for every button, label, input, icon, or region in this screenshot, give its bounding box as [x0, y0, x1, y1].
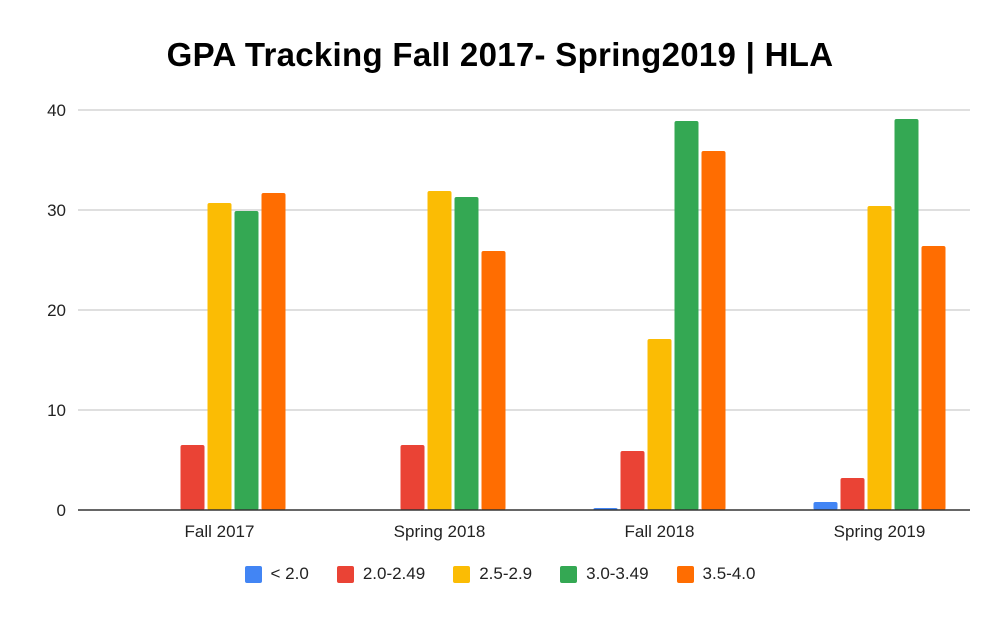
legend: < 2.0 2.0-2.49 2.5-2.9 3.0-3.49 3.5-4.0	[0, 564, 1000, 584]
bar-2-2	[647, 339, 672, 510]
y-tick-label: 10	[47, 401, 66, 420]
legend-label: 2.5-2.9	[479, 564, 533, 583]
legend-item[interactable]: < 2.0	[244, 564, 309, 584]
legend-item[interactable]: 3.0-3.49	[560, 564, 649, 584]
legend-swatch	[244, 565, 262, 583]
bar-3-0	[813, 502, 838, 510]
legend-item[interactable]: 2.5-2.9	[453, 564, 532, 584]
x-category-label: Spring 2018	[394, 522, 486, 541]
chart-title: GPA Tracking Fall 2017- Spring2019 | HLA	[166, 36, 834, 73]
y-tick-label: 30	[47, 201, 66, 220]
x-category-label: Fall 2018	[625, 522, 695, 541]
legend-swatch	[560, 565, 578, 583]
legend-label: 3.0-3.49	[586, 564, 649, 583]
bar-0-3	[234, 211, 259, 510]
legend-swatch	[453, 565, 471, 583]
bar-1-3	[454, 197, 479, 510]
legend-item[interactable]: 2.0-2.49	[336, 564, 426, 584]
bar-0-4	[261, 193, 286, 510]
bar-0-2	[207, 203, 232, 510]
bar-2-4	[701, 151, 726, 510]
bar-1-1	[400, 445, 425, 510]
y-tick-label: 0	[57, 501, 66, 520]
bar-3-1	[840, 478, 865, 510]
bar-3-3	[894, 119, 919, 510]
y-tick-label: 40	[47, 101, 66, 120]
bar-2-1	[620, 451, 645, 510]
legend-swatch	[676, 565, 694, 583]
bar-3-4	[921, 246, 946, 510]
legend-label: < 2.0	[270, 564, 309, 583]
legend-label: 2.0-2.49	[362, 564, 426, 583]
legend-swatch	[336, 565, 354, 583]
bar-0-1	[180, 445, 205, 510]
bar-3-2	[867, 206, 892, 510]
bar-1-2	[427, 191, 452, 510]
y-tick-label: 20	[47, 301, 66, 320]
bar-1-4	[481, 251, 506, 510]
bar-2-3	[674, 121, 699, 510]
x-category-label: Spring 2019	[834, 522, 926, 541]
legend-item[interactable]: 3.5-4.0	[676, 564, 756, 584]
x-category-label: Fall 2017	[185, 522, 255, 541]
legend-label: 3.5-4.0	[702, 564, 756, 583]
